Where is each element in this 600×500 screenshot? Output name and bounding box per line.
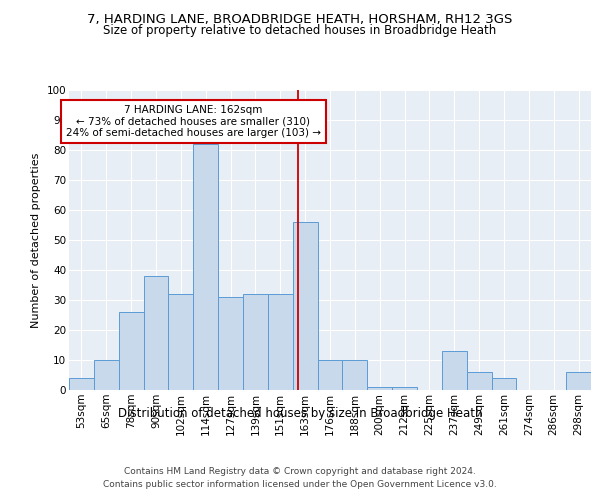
Bar (317, 360, 343, 390)
Bar (343, 360, 367, 390)
Text: 7 HARDING LANE: 162sqm
← 73% of detached houses are smaller (310)
24% of semi-de: 7 HARDING LANE: 162sqm ← 73% of detached… (66, 105, 321, 138)
Bar (293, 222, 317, 390)
Bar (119, 312, 143, 390)
Bar (467, 372, 491, 390)
Text: Contains public sector information licensed under the Open Government Licence v3: Contains public sector information licen… (103, 480, 497, 489)
Text: Distribution of detached houses by size in Broadbridge Heath: Distribution of detached houses by size … (118, 408, 482, 420)
Text: Contains HM Land Registry data © Crown copyright and database right 2024.: Contains HM Land Registry data © Crown c… (124, 468, 476, 476)
Bar (392, 387, 417, 390)
Bar (193, 144, 218, 390)
Bar (491, 378, 517, 390)
Y-axis label: Number of detached properties: Number of detached properties (31, 152, 41, 328)
Bar (566, 372, 591, 390)
Bar (143, 276, 169, 390)
Bar (94, 360, 119, 390)
Bar (442, 351, 467, 390)
Bar (169, 294, 193, 390)
Text: 7, HARDING LANE, BROADBRIDGE HEATH, HORSHAM, RH12 3GS: 7, HARDING LANE, BROADBRIDGE HEATH, HORS… (88, 12, 512, 26)
Bar (243, 294, 268, 390)
Bar (218, 297, 243, 390)
Bar (69, 378, 94, 390)
Bar (268, 294, 293, 390)
Bar (367, 387, 392, 390)
Text: Size of property relative to detached houses in Broadbridge Heath: Size of property relative to detached ho… (103, 24, 497, 37)
